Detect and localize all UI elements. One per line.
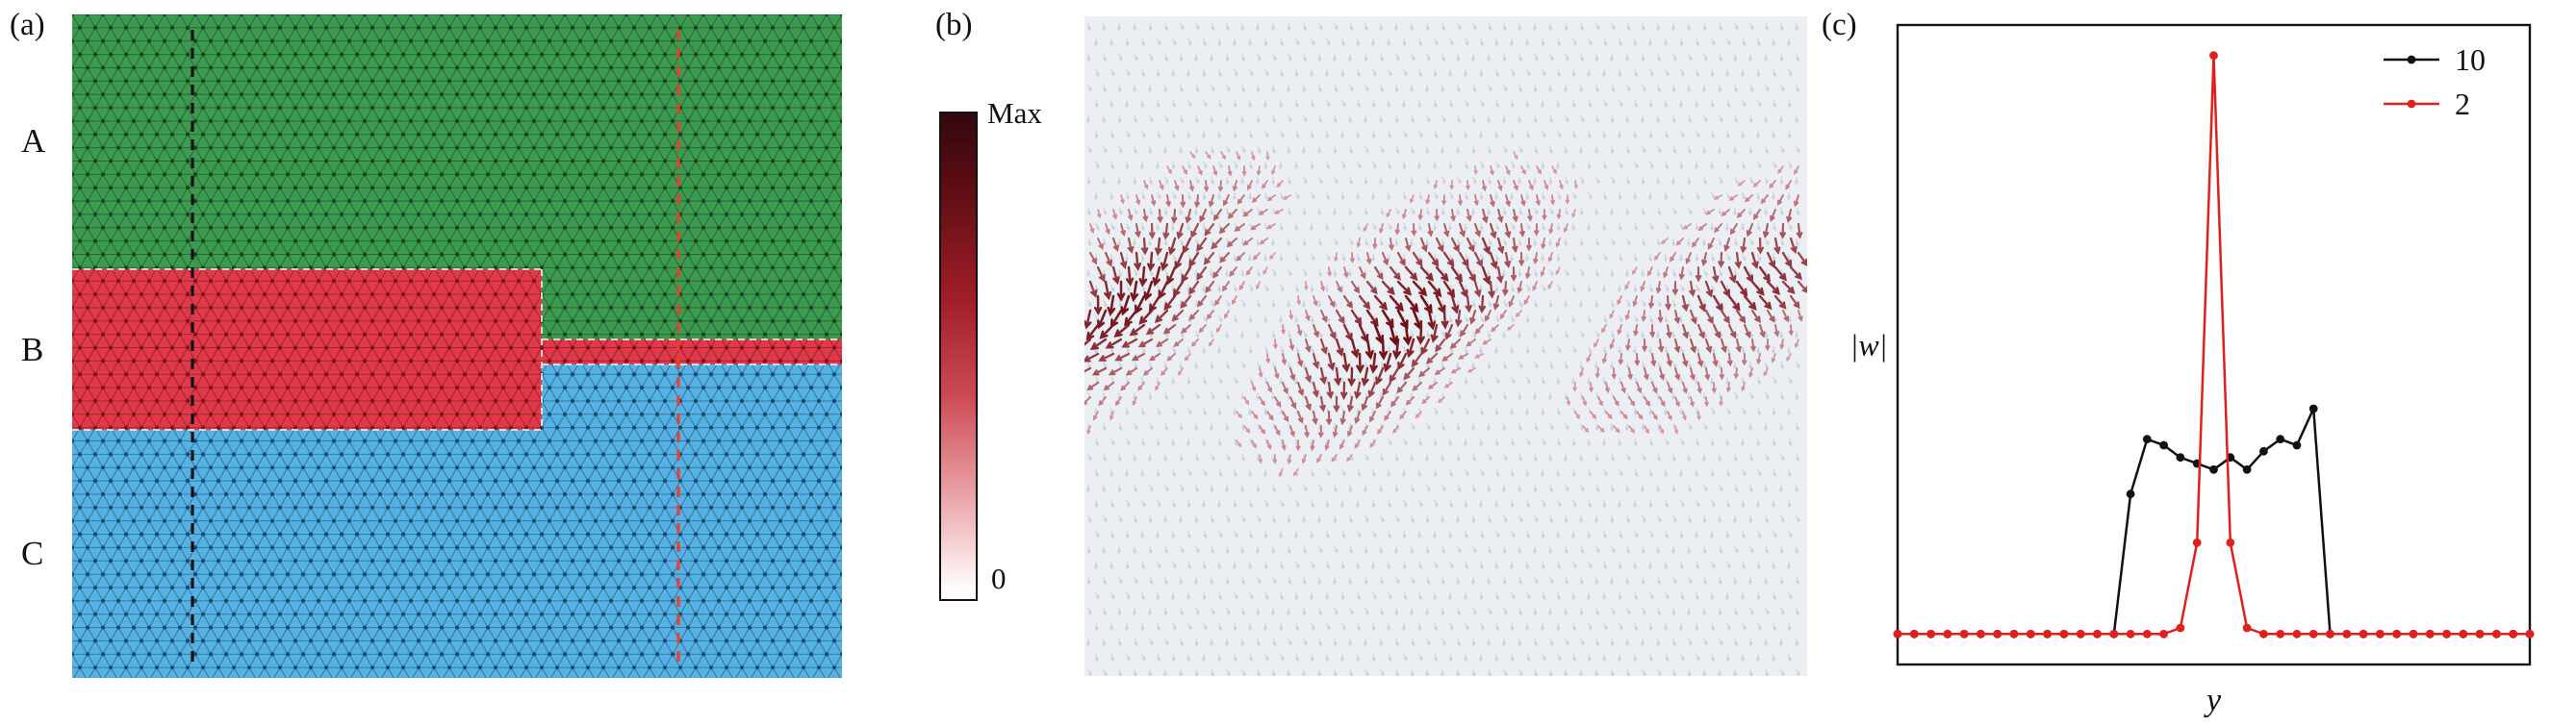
svg-text:y: y	[2204, 683, 2222, 718]
panel-b-label: (b)	[935, 8, 973, 42]
region-label-a: A	[21, 122, 46, 160]
region-label-b: B	[21, 331, 44, 368]
panel-c-label: (c)	[1822, 8, 1857, 42]
region-label-c: C	[21, 535, 44, 572]
w-profile-line-chart: 10 2 y |w|	[1848, 0, 2576, 727]
svg-text:10: 10	[2455, 42, 2486, 77]
svg-text:2: 2	[2455, 87, 2470, 121]
panel-a-label: (a)	[10, 8, 45, 42]
colorbar-max-label: Max	[987, 96, 1042, 130]
colorbar-min-label: 0	[991, 562, 1007, 595]
svg-text:|w|: |w|	[1850, 328, 1888, 363]
colorbar	[939, 112, 978, 601]
trilayer-lattice-diagram	[72, 14, 842, 678]
displacement-field-quiver-plot	[1076, 16, 1810, 678]
